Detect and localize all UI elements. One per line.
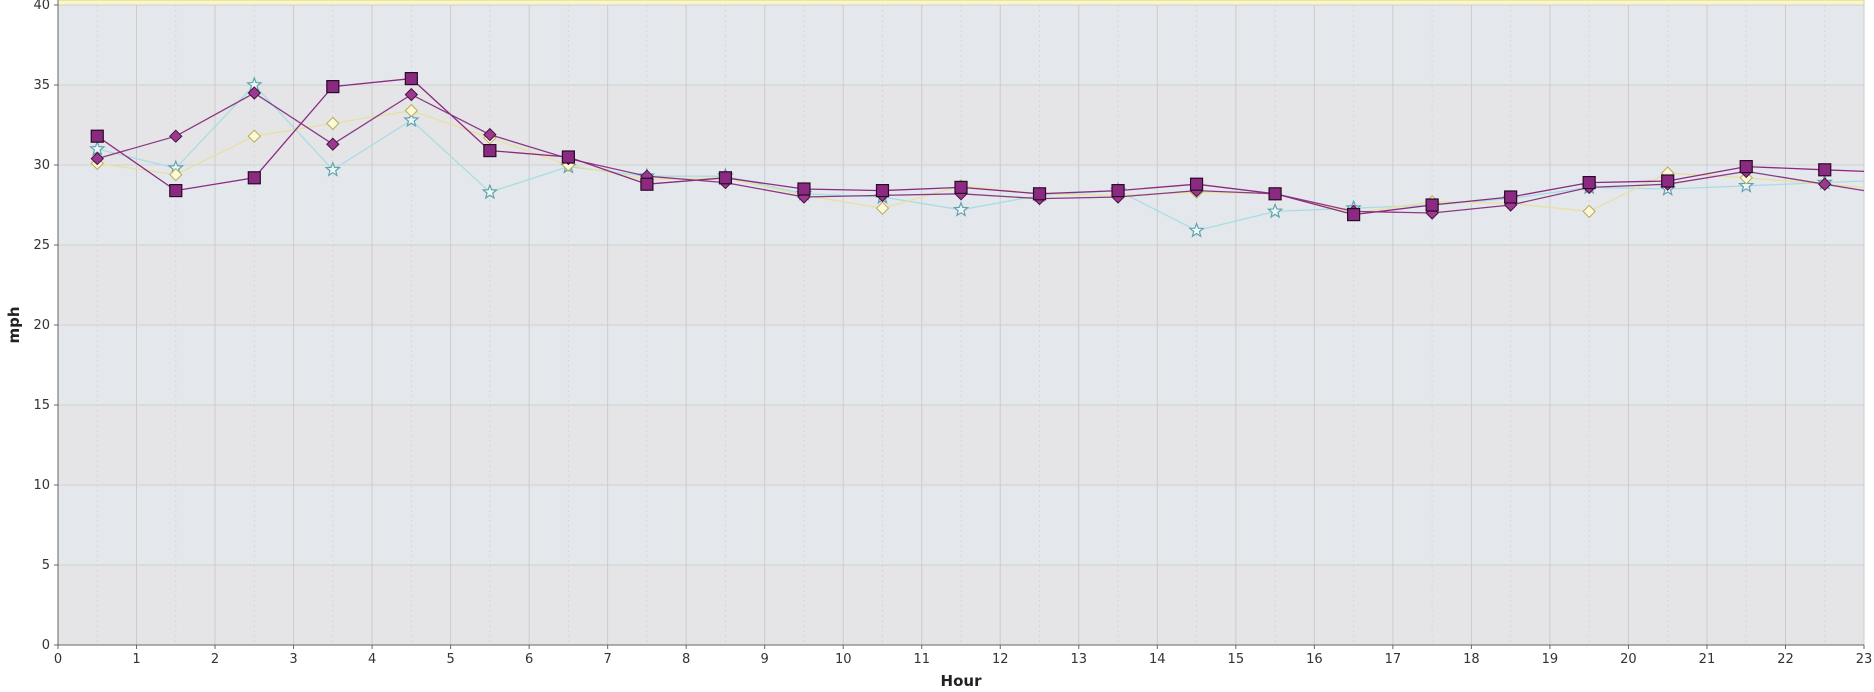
y-tick-label: 5 bbox=[42, 558, 50, 573]
square-point bbox=[1504, 190, 1518, 204]
square-point bbox=[1347, 208, 1361, 222]
square-point bbox=[561, 150, 575, 164]
x-tick-label: 1 bbox=[132, 652, 140, 667]
x-tick-label: 8 bbox=[682, 652, 690, 667]
square-point bbox=[797, 182, 811, 196]
square-point bbox=[1268, 187, 1282, 201]
series-layer bbox=[89, 71, 1865, 238]
square-point bbox=[718, 171, 733, 185]
square-point bbox=[169, 184, 183, 198]
square-point bbox=[1582, 176, 1596, 190]
y-tick-label: 25 bbox=[33, 238, 50, 253]
x-tick-label: 17 bbox=[1385, 652, 1402, 667]
y-tick-label: 10 bbox=[33, 478, 50, 493]
y-tick-label: 15 bbox=[33, 398, 50, 413]
square-point bbox=[1189, 177, 1204, 191]
square-point bbox=[954, 180, 968, 194]
x-tick-label: 19 bbox=[1542, 652, 1559, 667]
y-tick-label: 30 bbox=[33, 158, 50, 173]
square-point bbox=[640, 177, 654, 191]
series-line bbox=[97, 84, 1865, 232]
square-point bbox=[90, 129, 104, 143]
star-point bbox=[324, 161, 342, 177]
filled-diamond-point bbox=[326, 137, 340, 151]
series-line bbox=[97, 92, 1865, 214]
filled-diamond-point bbox=[247, 86, 262, 100]
square-point bbox=[1661, 174, 1675, 188]
x-tick-label: 10 bbox=[835, 652, 852, 667]
x-tick-label: 11 bbox=[913, 652, 930, 667]
x-tick-label: 16 bbox=[1306, 652, 1323, 667]
square-point bbox=[875, 184, 890, 198]
x-tick-label: 14 bbox=[1149, 652, 1166, 667]
x-tick-label: 5 bbox=[446, 652, 454, 667]
square-point bbox=[404, 71, 418, 86]
square-point bbox=[1739, 160, 1753, 174]
square-point bbox=[1425, 198, 1439, 212]
series-square bbox=[90, 71, 1865, 222]
star-point bbox=[481, 183, 499, 200]
star-point bbox=[1188, 221, 1205, 238]
square-point bbox=[1818, 163, 1832, 177]
y-tick-label: 20 bbox=[33, 318, 50, 333]
x-tick-label: 22 bbox=[1777, 652, 1794, 667]
square-point bbox=[1032, 187, 1047, 201]
filled-diamond-point bbox=[90, 151, 104, 166]
diamond-point bbox=[169, 167, 183, 182]
x-tick-label: 15 bbox=[1228, 652, 1245, 667]
x-tick-label: 7 bbox=[604, 652, 612, 667]
filled-diamond-point bbox=[404, 87, 419, 102]
x-tick-label: 21 bbox=[1699, 652, 1716, 667]
x-tick-label: 3 bbox=[289, 652, 297, 667]
x-tick-label: 0 bbox=[54, 652, 62, 667]
x-tick-label: 9 bbox=[761, 652, 769, 667]
star-point bbox=[1737, 177, 1755, 193]
x-tick-label: 23 bbox=[1856, 652, 1873, 667]
x-tick-label: 13 bbox=[1071, 652, 1088, 667]
star-point bbox=[1266, 202, 1284, 219]
filled-diamond-point bbox=[483, 127, 497, 142]
x-tick-label: 12 bbox=[992, 652, 1009, 667]
x-axis-title: Hour bbox=[941, 672, 983, 690]
star-point bbox=[952, 201, 970, 217]
y-axis-title: mph bbox=[5, 306, 23, 343]
top-banner bbox=[57, 0, 1865, 6]
x-tick-label: 6 bbox=[525, 652, 533, 667]
square-point bbox=[247, 171, 261, 185]
x-tick-label: 4 bbox=[368, 652, 376, 667]
square-point bbox=[483, 144, 497, 158]
y-tick-label: 35 bbox=[33, 78, 50, 93]
diamond-point bbox=[247, 129, 262, 143]
square-point bbox=[326, 79, 340, 94]
x-tick-label: 20 bbox=[1620, 652, 1637, 667]
y-tick-label: 0 bbox=[42, 638, 50, 653]
square-point bbox=[1111, 184, 1125, 198]
x-tick-label: 18 bbox=[1463, 652, 1480, 667]
axis-layer: 0 1 2 3 4 5 6 7 8 9 10 11 12 13 14 15 16 17 18 19 20 21 22 2305… bbox=[33, 0, 1872, 667]
y-tick-label: 40 bbox=[33, 0, 50, 13]
diamond-point bbox=[404, 103, 419, 118]
diamond-point bbox=[875, 201, 890, 215]
diamond-point bbox=[1582, 204, 1596, 219]
filled-diamond-point bbox=[169, 129, 183, 143]
filled-diamond-point bbox=[1818, 177, 1832, 191]
series-line bbox=[97, 109, 1865, 214]
star-point bbox=[403, 111, 420, 128]
diamond-point bbox=[326, 116, 340, 131]
series-line bbox=[96, 77, 1865, 216]
x-tick-label: 2 bbox=[211, 652, 219, 667]
